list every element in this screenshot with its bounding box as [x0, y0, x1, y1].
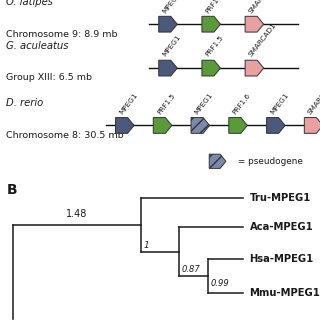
- Polygon shape: [116, 117, 134, 133]
- Text: Group XIII: 6.5 mb: Group XIII: 6.5 mb: [6, 74, 92, 83]
- Polygon shape: [209, 154, 226, 168]
- Text: = pseudogene: = pseudogene: [235, 157, 303, 166]
- Text: PRF1.6: PRF1.6: [204, 0, 225, 14]
- Text: Chromosome 8: 30.5 mb: Chromosome 8: 30.5 mb: [6, 131, 124, 140]
- Text: PRF1.5: PRF1.5: [156, 92, 176, 116]
- Text: MPEG1: MPEG1: [269, 92, 290, 116]
- Polygon shape: [202, 60, 220, 76]
- Text: SMARCAD1: SMARCAD1: [248, 22, 278, 58]
- Polygon shape: [229, 117, 247, 133]
- Polygon shape: [191, 117, 210, 133]
- Text: PRF1.5: PRF1.5: [204, 35, 225, 58]
- Text: Hsa-MPEG1: Hsa-MPEG1: [250, 254, 314, 264]
- Polygon shape: [159, 16, 177, 32]
- Text: Mmu-MPEG1: Mmu-MPEG1: [250, 288, 320, 298]
- Text: Chromosome 9: 8.9 mb: Chromosome 9: 8.9 mb: [6, 29, 118, 39]
- Polygon shape: [159, 60, 177, 76]
- Polygon shape: [202, 16, 220, 32]
- Text: MPEG1: MPEG1: [161, 34, 182, 58]
- Text: 1.48: 1.48: [66, 209, 87, 219]
- Polygon shape: [153, 117, 172, 133]
- Text: Tru-MPEG1: Tru-MPEG1: [250, 193, 311, 203]
- Polygon shape: [304, 117, 320, 133]
- Text: B: B: [6, 183, 17, 197]
- Text: O. latipes: O. latipes: [6, 0, 53, 7]
- Text: PRF1.6: PRF1.6: [231, 92, 252, 116]
- Polygon shape: [245, 16, 264, 32]
- Polygon shape: [267, 117, 285, 133]
- Text: MPEG1: MPEG1: [194, 92, 214, 116]
- Text: 1: 1: [144, 241, 150, 250]
- Text: MPEG1: MPEG1: [161, 0, 182, 14]
- Text: MPEG1: MPEG1: [118, 92, 139, 116]
- Text: 0.87: 0.87: [182, 265, 201, 274]
- Text: SMARCAD1: SMARCAD1: [248, 0, 278, 14]
- Text: SMARCAD1: SMARCAD1: [307, 80, 320, 116]
- Text: 0.99: 0.99: [211, 279, 229, 288]
- Text: Aca-MPEG1: Aca-MPEG1: [250, 222, 313, 232]
- Text: D. rerio: D. rerio: [6, 99, 44, 108]
- Text: G. aculeatus: G. aculeatus: [6, 41, 69, 51]
- Polygon shape: [245, 60, 264, 76]
